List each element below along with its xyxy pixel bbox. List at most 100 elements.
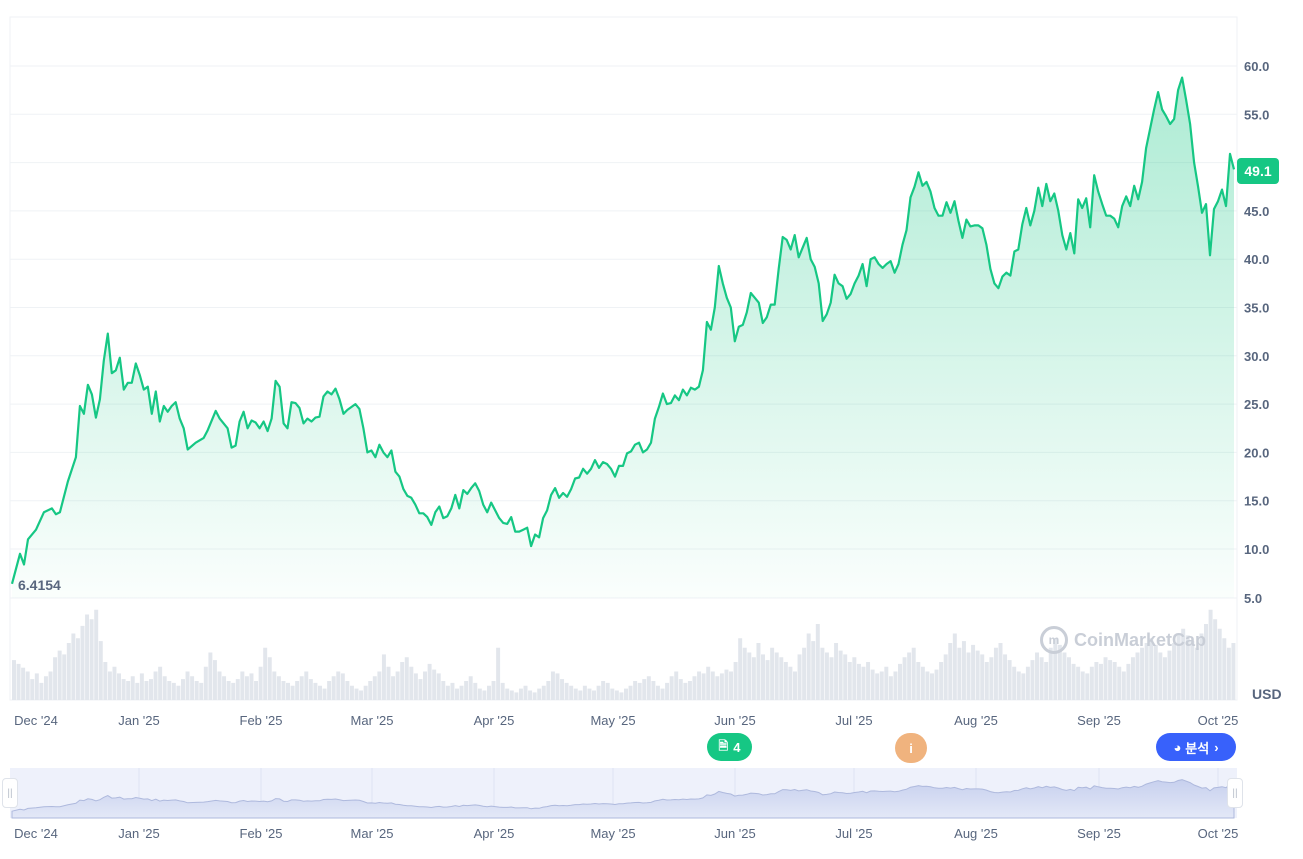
volume-bar — [199, 682, 204, 700]
volume-bar — [528, 690, 533, 700]
volume-bar — [939, 662, 944, 700]
volume-bar — [605, 682, 610, 700]
volume-bar — [765, 660, 770, 700]
volume-bar — [48, 671, 53, 700]
notes-badge[interactable]: 🗎 4 — [707, 733, 752, 761]
volume-bar — [989, 657, 994, 700]
volume-bar — [381, 654, 386, 700]
volume-bar — [633, 681, 638, 700]
volume-bar — [706, 666, 711, 700]
volume-bar — [340, 673, 345, 700]
volume-bar — [532, 692, 537, 700]
volume-bar — [153, 671, 158, 700]
volume-bar — [409, 666, 414, 700]
volume-bar — [103, 662, 108, 700]
volume-bar — [180, 679, 185, 700]
analysis-button[interactable]: ◕ 분석 › — [1156, 733, 1236, 761]
volume-bar — [902, 657, 907, 700]
volume-bar — [925, 671, 930, 700]
volume-bar — [235, 679, 240, 700]
volume-bar — [71, 633, 76, 700]
volume-bar — [587, 688, 592, 700]
navigator-left-handle[interactable]: || — [2, 778, 18, 808]
volume-bar — [1067, 657, 1071, 700]
price-line — [10, 76, 1236, 585]
volume-bar — [1130, 657, 1135, 700]
y-tick-label: 45.0 — [1244, 204, 1269, 219]
volume-bar — [555, 673, 560, 700]
volume-bar — [829, 657, 834, 700]
volume-bar — [427, 663, 432, 700]
range-navigator[interactable] — [10, 768, 1237, 819]
currency-label: USD — [1252, 686, 1282, 702]
volume-bar — [1003, 654, 1008, 700]
navigator-x-tick-label: Sep '25 — [1077, 826, 1121, 841]
volume-bar — [646, 676, 651, 700]
volume-bar — [377, 671, 382, 700]
x-tick-label: Dec '24 — [14, 713, 58, 728]
volume-bar — [404, 657, 409, 700]
volume-bar — [53, 657, 58, 700]
volume-bar — [674, 671, 679, 700]
navigator-x-tick-label: Mar '25 — [351, 826, 394, 841]
volume-bar — [624, 688, 628, 700]
y-axis: 5.010.015.020.025.030.035.040.045.050.05… — [1244, 59, 1269, 606]
volume-bar — [1039, 657, 1044, 700]
volume-bar — [1103, 657, 1108, 700]
volume-bar — [998, 643, 1003, 700]
volume-bar — [619, 692, 624, 700]
volume-bar — [980, 654, 985, 700]
volume-bar — [500, 682, 505, 700]
volume-bar — [614, 690, 619, 700]
volume-bar — [43, 676, 48, 700]
volume-bar — [637, 682, 642, 700]
volume-bar — [1117, 666, 1122, 700]
volume-bar — [486, 685, 491, 700]
volume-bar — [459, 685, 464, 700]
volume-bar — [1076, 666, 1081, 700]
volume-bar — [1149, 638, 1154, 700]
volume-bar — [1030, 660, 1035, 700]
volume-bar — [687, 681, 692, 700]
info-badge[interactable]: i — [895, 733, 927, 763]
volume-bar — [286, 682, 290, 700]
volume-bar — [1094, 662, 1099, 700]
volume-bar — [491, 681, 496, 700]
volume-bar — [1044, 662, 1049, 700]
volume-bar — [1167, 650, 1172, 700]
volume-bar — [1012, 666, 1017, 700]
volume-bar — [948, 643, 953, 700]
volume-bar — [1153, 644, 1158, 700]
volume-bar — [468, 676, 473, 700]
volume-bar — [742, 647, 747, 700]
volume-bar — [733, 662, 738, 700]
volume-bar — [774, 652, 779, 700]
volume-bar — [139, 673, 144, 700]
x-tick-label: May '25 — [590, 713, 635, 728]
volume-bar — [267, 657, 272, 700]
volume-bar — [806, 633, 811, 700]
x-tick-label: Aug '25 — [954, 713, 998, 728]
volume-bar — [295, 681, 300, 700]
volume-bar — [1126, 663, 1131, 700]
volume-bar — [916, 662, 921, 700]
volume-bar — [505, 688, 510, 700]
document-icon: 🗎 — [718, 738, 729, 753]
volume-bar — [281, 681, 286, 700]
volume-bar — [240, 671, 245, 700]
volume-bar — [966, 652, 971, 700]
volume-bar — [1025, 666, 1030, 700]
volume-bar — [217, 671, 222, 700]
volume-bar — [815, 624, 820, 700]
volume-bar — [1035, 652, 1040, 700]
volume-bar — [413, 673, 418, 700]
info-icon: i — [909, 740, 913, 756]
navigator-right-handle[interactable]: || — [1227, 778, 1243, 808]
volume-bar — [934, 669, 939, 700]
volume-bar — [975, 650, 980, 700]
volume-bar — [596, 685, 601, 700]
volume-bar — [541, 685, 546, 700]
navigator-x-axis: Dec '24 Jan '25 Feb '25 Mar '25 Apr '25 May '… — [14, 826, 1238, 841]
x-axis: Dec '24 Jan '25 Feb '25 Mar '25 Apr '25 May '… — [14, 713, 1238, 728]
